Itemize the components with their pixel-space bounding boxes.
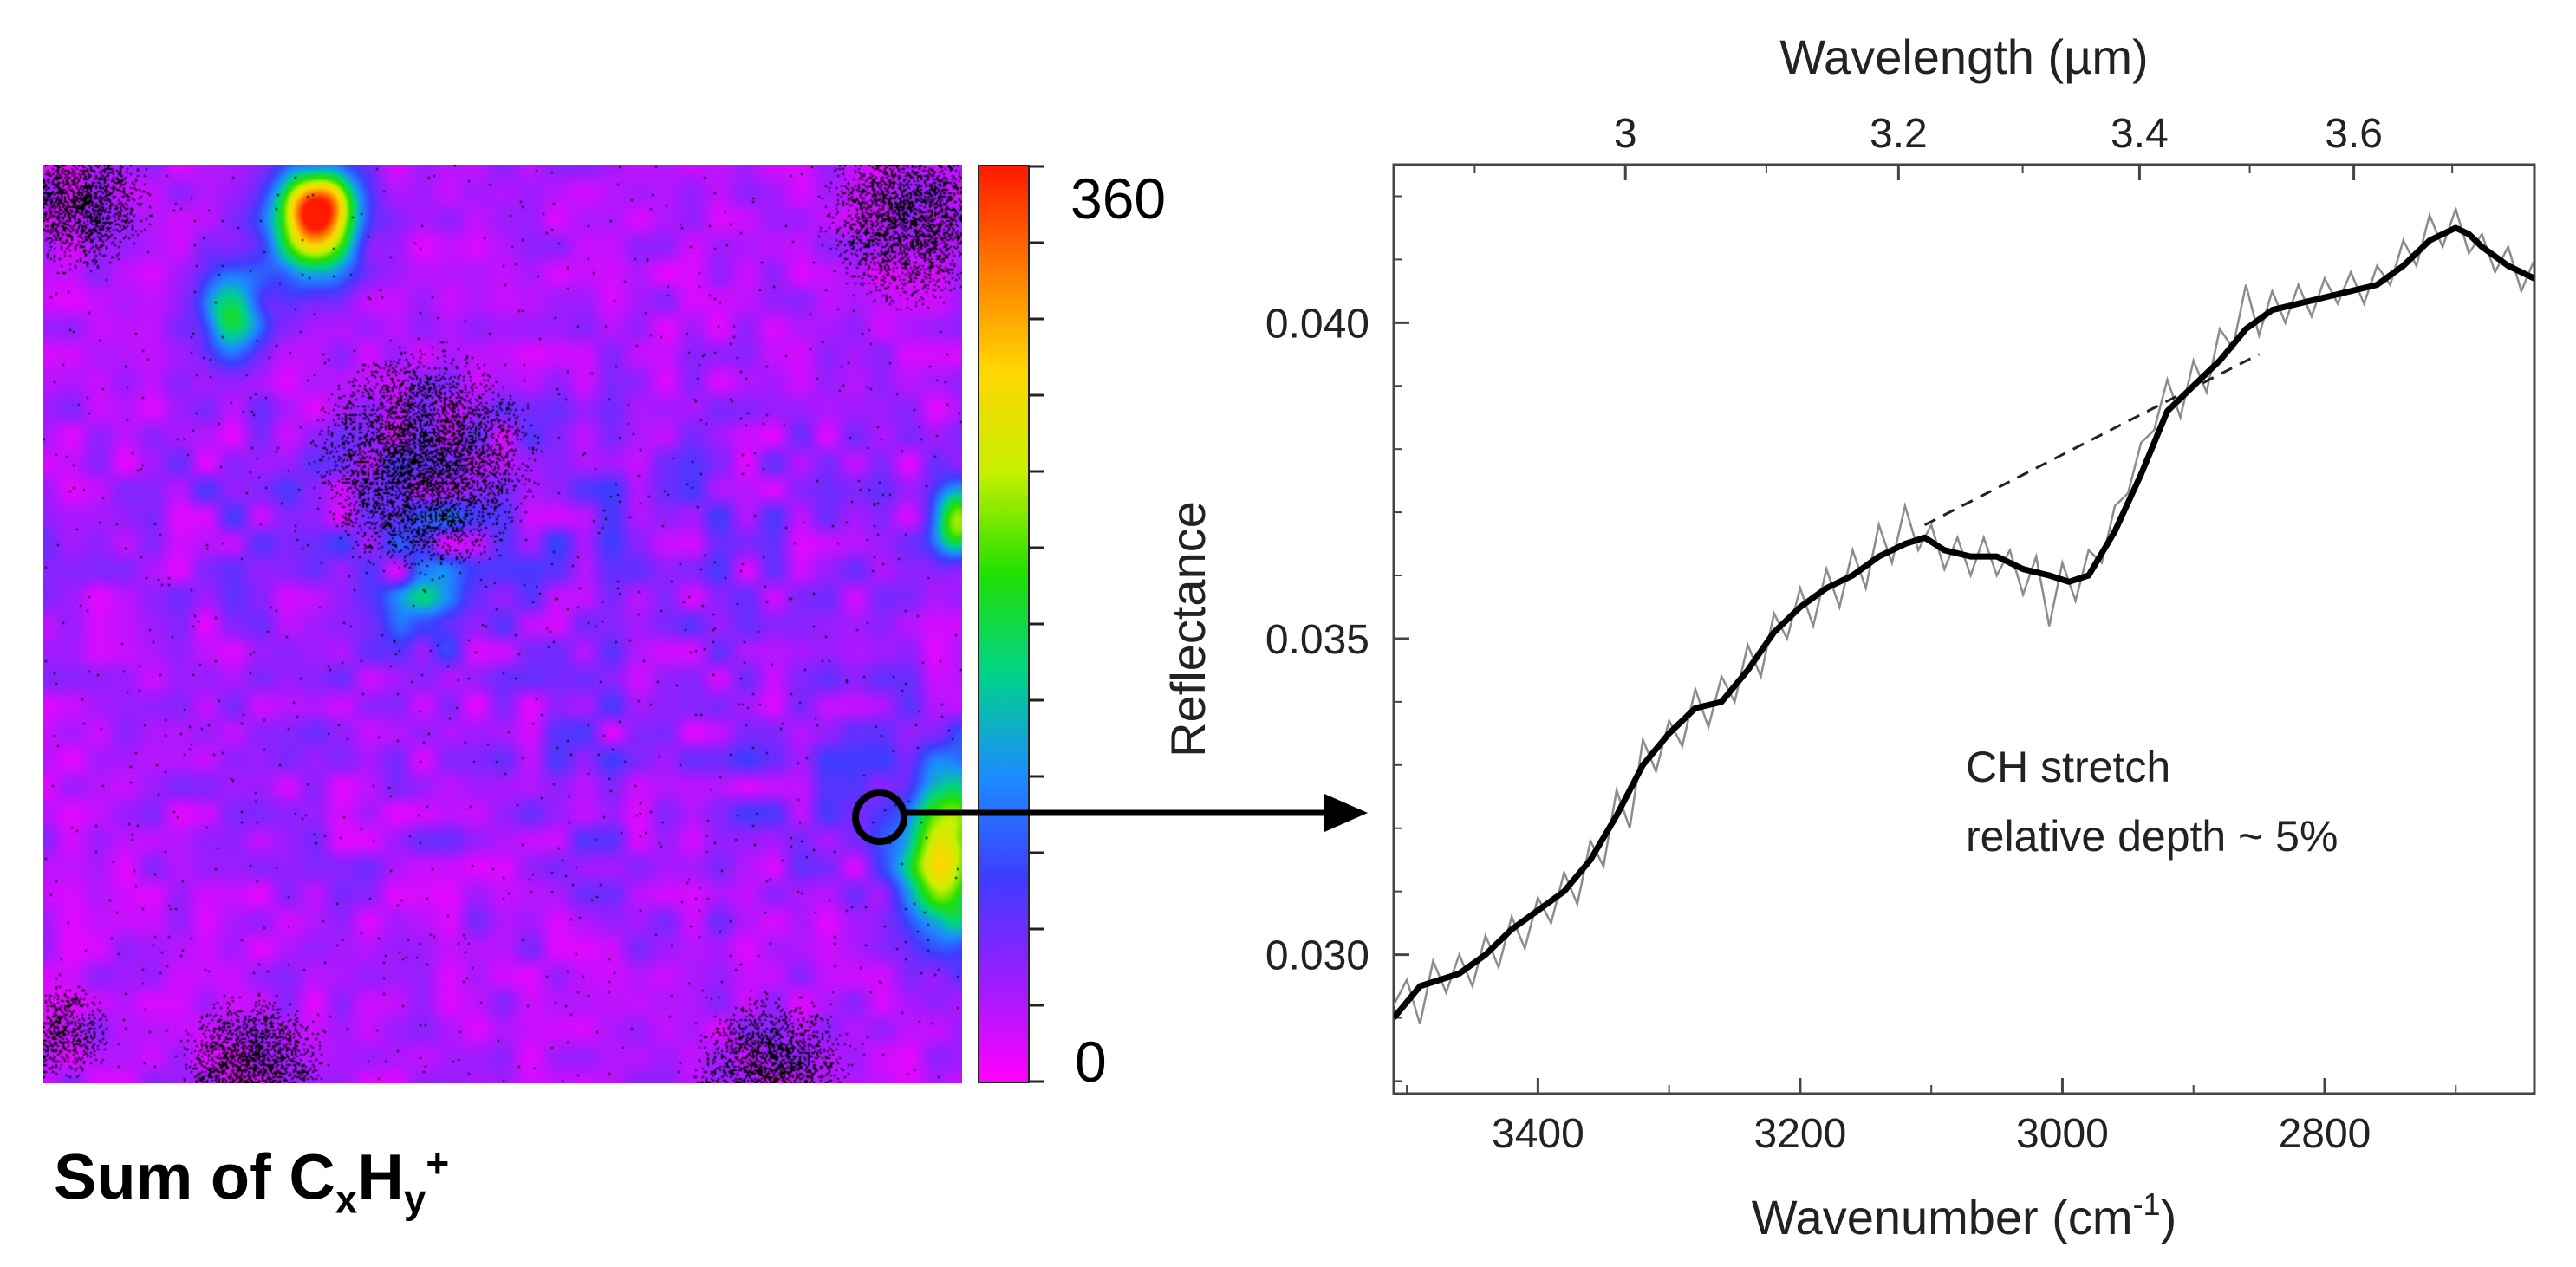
data-layer — [1394, 205, 2534, 1025]
y-tick-label: 0.040 — [1265, 301, 1369, 347]
annotation-line-1: CH stretch — [1966, 743, 2170, 791]
colorbar — [978, 165, 1030, 1083]
map-title-mid: H — [357, 1140, 404, 1213]
colorbar-min-label: 0 — [1075, 1030, 1107, 1094]
map-title-sub-x: x — [335, 1176, 358, 1222]
x-tick-label: 3200 — [1754, 1111, 1847, 1157]
x-tick-label: 3000 — [2016, 1111, 2109, 1157]
x-axis-title-sup: -1 — [2133, 1186, 2161, 1222]
y-tick-label: 0.035 — [1265, 617, 1369, 663]
region-marker-circle — [852, 789, 907, 845]
map-title-prefix: Sum of C — [54, 1140, 335, 1213]
y-tick-label: 0.030 — [1265, 933, 1369, 979]
map-title: Sum of CxHy+ — [54, 1140, 449, 1222]
annotation-line-2: relative depth ~ 5% — [1966, 812, 2338, 861]
plot-frame — [1392, 163, 2536, 1095]
map-title-sub-y: y — [403, 1176, 426, 1222]
smoothed-spectrum-line — [1394, 224, 2534, 1020]
top-tick-label: 3.4 — [2111, 111, 2169, 157]
x-axis-title: Wavenumber (cm-1) — [1752, 1186, 2176, 1244]
colorbar-max-label: 360 — [1070, 166, 1166, 231]
cxhy-ion-map — [43, 165, 962, 1083]
top-axis-title: Wavelength (µm) — [1779, 29, 2148, 84]
continuum-dashed-line — [1923, 353, 2261, 527]
top-tick-label: 3.6 — [2325, 111, 2383, 157]
map-title-sup: + — [426, 1140, 450, 1186]
top-tick-label: 3.2 — [1870, 111, 1928, 157]
colorbar-ticks — [1030, 165, 1044, 1083]
x-axis-title-main: Wavenumber (cm — [1752, 1190, 2133, 1244]
top-tick-label: 3 — [1614, 111, 1637, 157]
pointer-arrow-head — [1324, 794, 1368, 832]
x-tick-label: 2800 — [2279, 1111, 2371, 1157]
axis-ticks: 3400 3200 3000 2800 0.030 0.035 0.040 3 3.2 3.4 3.… — [1265, 111, 2457, 1157]
x-axis-title-close: ) — [2161, 1190, 2177, 1244]
y-axis-title: Reflectance — [1161, 501, 1215, 757]
x-tick-label: 3400 — [1492, 1111, 1584, 1157]
